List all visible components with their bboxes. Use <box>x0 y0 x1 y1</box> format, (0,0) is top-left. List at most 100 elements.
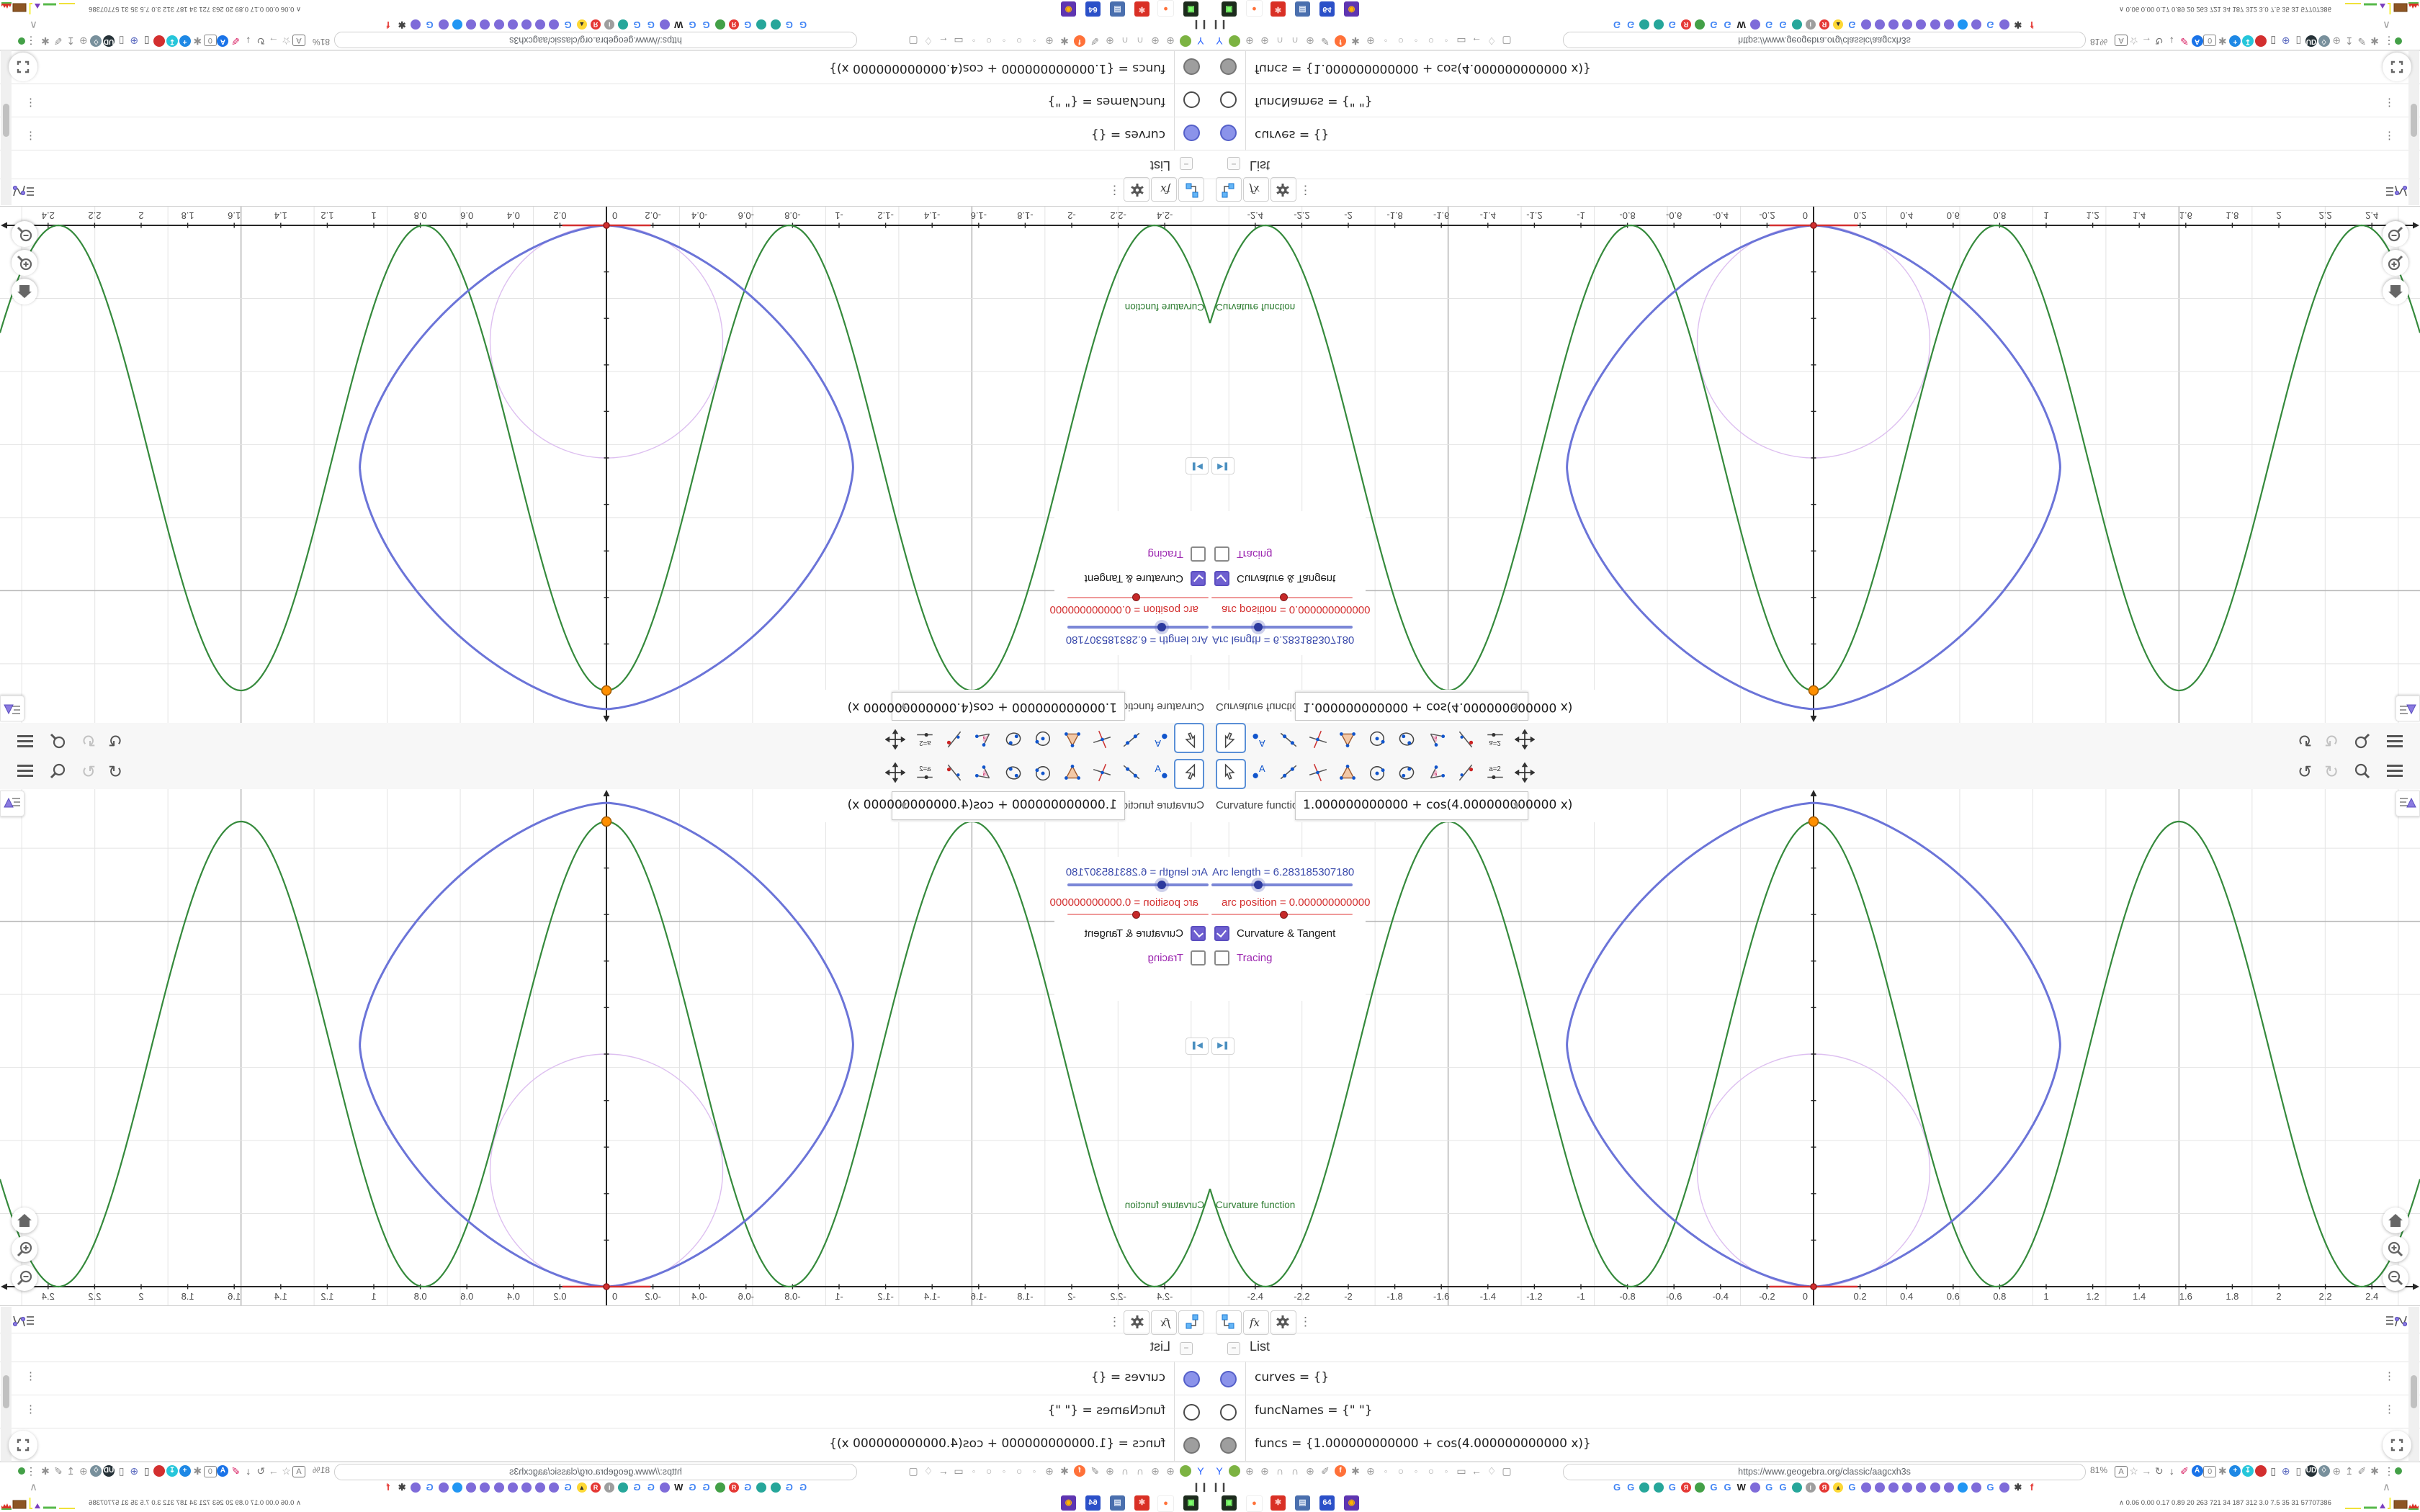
url-text[interactable]: https://www.geogebra.org/classic/aagcxh3… <box>509 1467 682 1477</box>
geogebra-favicon[interactable] <box>534 1482 546 1493</box>
algebra-settings-button[interactable] <box>1270 1310 1296 1335</box>
extension-green-icon[interactable] <box>1228 35 1241 48</box>
geogebra-favicon[interactable] <box>1999 1482 2010 1493</box>
curvature-tangent-checkbox[interactable] <box>1191 571 1206 586</box>
green-favicon[interactable] <box>1694 1482 1706 1493</box>
shield-circle-icon[interactable]: ♢ <box>2318 35 2331 48</box>
gauge-icon[interactable]: ∩ <box>1291 35 1299 47</box>
tab-owl[interactable]: ◉ <box>1061 1 1076 17</box>
geogebra-favicon[interactable] <box>493 1482 505 1493</box>
firefox-icon[interactable]: f <box>1334 35 1347 48</box>
tool-conic[interactable] <box>1393 759 1420 786</box>
dot-icon[interactable]: ◦ <box>1032 1465 1036 1477</box>
graphics-stylebar-button[interactable] <box>0 696 24 721</box>
list-collapse-button[interactable]: − <box>1227 1342 1240 1355</box>
geogebra-favicon[interactable] <box>1930 1482 1941 1493</box>
star-icon[interactable]: ☆ <box>2129 35 2138 47</box>
ud-icon[interactable]: UD <box>102 35 115 48</box>
browser-menu-dots-icon[interactable]: ⋮ <box>2384 1465 2394 1477</box>
folder-icon[interactable]: ▭ <box>1456 35 1466 47</box>
google-favicon[interactable]: G <box>647 1482 655 1493</box>
tool-slider[interactable]: a=2 <box>1482 726 1509 753</box>
record-icon[interactable] <box>2254 1464 2267 1477</box>
geogebra-favicon[interactable] <box>521 1482 532 1493</box>
chat-favicon[interactable] <box>452 1482 463 1493</box>
google-favicon[interactable]: G <box>744 19 752 30</box>
shield-icon[interactable]: ♢ <box>923 35 933 47</box>
overflow-chevron-icon[interactable]: ∧ <box>30 19 37 31</box>
home-button[interactable] <box>2383 1207 2408 1233</box>
geogebra-favicon[interactable] <box>1901 1482 1913 1493</box>
translate-icon[interactable]: A <box>216 35 229 48</box>
geogebra-favicon[interactable] <box>1860 1482 1872 1493</box>
tool-angle[interactable]: a <box>970 726 998 753</box>
google-favicon[interactable]: G <box>689 19 696 30</box>
yandex-favicon[interactable]: Я <box>590 1482 601 1493</box>
google-favicon[interactable]: G <box>689 1482 696 1493</box>
visibility-marble[interactable] <box>1220 1371 1237 1387</box>
tab-settings-red[interactable]: ✱ <box>1270 1495 1286 1511</box>
main-menu-button[interactable] <box>14 762 36 783</box>
dot-icon[interactable]: ◦ <box>1414 1465 1418 1477</box>
tab-firefox[interactable]: ● <box>1157 0 1174 17</box>
yandex-favicon[interactable]: Я <box>1680 19 1692 30</box>
search-icon[interactable] <box>2352 729 2373 750</box>
mouse-icon[interactable]: 0 <box>2203 35 2217 46</box>
lock-icon[interactable]: ▢ <box>908 1465 918 1477</box>
tool-point[interactable]: A <box>1147 759 1175 786</box>
row-menu-icon[interactable]: ⋮ <box>25 130 36 142</box>
row-menu-icon[interactable]: ⋮ <box>2384 1403 2395 1416</box>
tab-console[interactable]: ▣ <box>1222 1 1237 17</box>
geogebra-favicon[interactable] <box>659 1482 671 1493</box>
tool-conic[interactable] <box>1000 759 1027 786</box>
function-input-value[interactable]: 1.000000000000 + cos(4.000000000000 x) <box>1303 700 1573 714</box>
row-menu-icon[interactable]: ⋮ <box>25 1370 36 1382</box>
algebra-row[interactable]: funcNames = {" "} ⋮ <box>1210 84 2420 117</box>
yandex-favicon[interactable]: Я <box>590 19 601 30</box>
firefox-icon[interactable]: f <box>1073 1464 1086 1477</box>
yandex-favicon[interactable]: Я <box>1680 1482 1692 1493</box>
url-text[interactable]: https://www.geogebra.org/classic/aagcxh3… <box>1738 1467 1911 1477</box>
address-bar[interactable]: https://www.geogebra.org/classic/aagcxh3… <box>334 1464 857 1480</box>
tool-move-graphics[interactable] <box>882 759 909 786</box>
redo-button[interactable]: ↻ <box>2323 762 2339 782</box>
geogebra-favicon[interactable] <box>479 1482 490 1493</box>
record-icon[interactable] <box>153 1464 166 1477</box>
gear-icon[interactable]: ✱ <box>1060 1465 1069 1477</box>
globe-icon[interactable]: ⊕ <box>1151 1465 1160 1477</box>
globe-icon[interactable]: ⊕ <box>1166 35 1175 47</box>
home-button[interactable] <box>12 279 37 305</box>
wrench-icon[interactable]: ✐ <box>1321 1465 1330 1477</box>
tab-screenshot[interactable]: ▤ <box>1110 1 1125 17</box>
thumb-icon[interactable]: ↥ <box>2344 35 2354 47</box>
tab-settings-red[interactable]: ✱ <box>1270 1 1286 17</box>
tab-owl[interactable]: ◉ <box>1344 1 1359 17</box>
zoom-out-button[interactable] <box>2383 1265 2408 1291</box>
shield-circle-icon[interactable]: ♢ <box>89 35 102 48</box>
arc-position-slider-knob[interactable] <box>1132 593 1140 601</box>
chevron-down-icon[interactable]: ▼ <box>1511 800 1522 812</box>
wikipedia-favicon[interactable]: W <box>1736 1482 1746 1493</box>
circle-icon[interactable]: ○ <box>985 1465 992 1477</box>
teal-favicon[interactable] <box>617 19 629 30</box>
trash-icon[interactable]: ▯ <box>118 35 125 47</box>
geogebra-favicon[interactable] <box>1888 19 1899 30</box>
visibility-marble[interactable] <box>1183 1404 1200 1421</box>
star-icon[interactable]: ☆ <box>282 35 291 47</box>
undo-button[interactable]: ↺ <box>107 730 123 750</box>
firefox-icon[interactable]: f <box>1334 1464 1347 1477</box>
tab-screenshot[interactable]: ▤ <box>1295 1 1310 17</box>
tool-conic[interactable] <box>1000 726 1027 753</box>
facebook-favicon[interactable]: f <box>386 19 390 30</box>
globe-color-icon[interactable]: ⊕ <box>2281 35 2290 47</box>
globe-icon[interactable]: ⊕ <box>1245 1465 1254 1477</box>
algebra-settings-button[interactable] <box>1124 1310 1150 1335</box>
algebra-stylebar-menu-icon[interactable]: ⋮ <box>1108 1315 1121 1328</box>
main-menu-button[interactable] <box>2384 762 2406 783</box>
tab-floppy64[interactable]: 64 <box>1319 1 1335 17</box>
geogebra-favicon[interactable] <box>1749 19 1761 30</box>
tool-circle-center[interactable] <box>1363 726 1391 753</box>
curve-start-point[interactable] <box>1808 685 1819 696</box>
overflow-chevron-icon[interactable]: ∧ <box>2383 1481 2390 1493</box>
overflow-chevron-icon[interactable]: ∧ <box>30 1481 37 1493</box>
